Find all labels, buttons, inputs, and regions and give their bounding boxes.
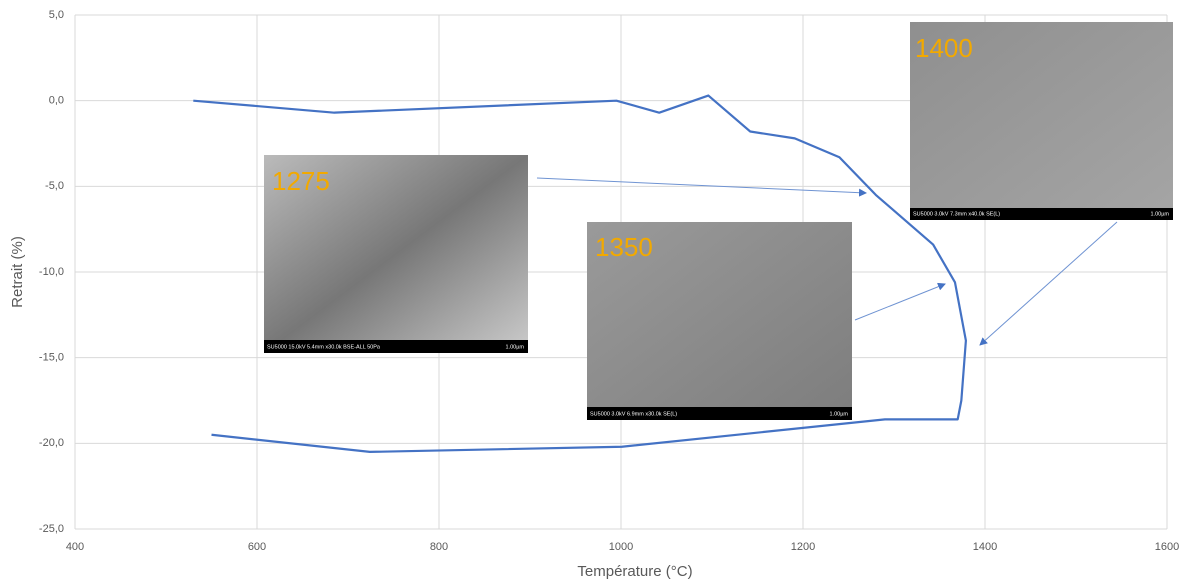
x-tick-label: 1000 <box>609 541 633 553</box>
inset-label: 1400 <box>915 33 973 63</box>
sem-bar <box>910 208 1173 220</box>
y-tick-label: -20,0 <box>39 437 64 449</box>
y-tick-label: 0,0 <box>49 95 64 107</box>
inset-label: 1275 <box>272 166 330 196</box>
x-tick-label: 1200 <box>791 541 815 553</box>
data-line <box>193 94 967 453</box>
arrow <box>979 221 1118 346</box>
y-axis-label: Retrait (%) <box>9 236 26 308</box>
sem-caption: SU5000 3.0kV 6.9mm x30.0k SE(L) <box>590 411 677 417</box>
x-tick-label: 1400 <box>973 541 997 553</box>
y-tick-label: -5,0 <box>45 180 64 192</box>
sem-caption: SU5000 3.0kV 7.3mm x40.0k SE(L) <box>913 211 1000 217</box>
x-tick-label: 1600 <box>1155 541 1179 553</box>
sem-bar <box>587 407 852 420</box>
y-tick-label: -15,0 <box>39 352 64 364</box>
sem-bar <box>264 340 528 353</box>
x-tick-label: 600 <box>248 541 266 553</box>
sem-caption: SU5000 15.0kV 5.4mm x30.0k BSE-ALL 50Pa <box>267 344 381 350</box>
x-tick-label: 400 <box>66 541 84 553</box>
arrow <box>854 282 946 321</box>
inset-label: 1350 <box>595 232 653 262</box>
y-tick-label: -25,0 <box>39 523 64 535</box>
sem-image <box>587 222 852 420</box>
x-tick-label: 800 <box>430 541 448 553</box>
arrow <box>536 177 867 197</box>
sem-scale: 1.00µm <box>1151 211 1170 217</box>
sem-scale: 1.00µm <box>830 411 849 417</box>
y-tick-label: -10,0 <box>39 266 64 278</box>
x-axis-label: Température (°C) <box>577 563 692 580</box>
sem-scale: 1.00µm <box>506 344 525 350</box>
y-tick-label: 5,0 <box>49 9 64 21</box>
sem-image <box>264 155 528 353</box>
sem-image <box>910 22 1173 220</box>
